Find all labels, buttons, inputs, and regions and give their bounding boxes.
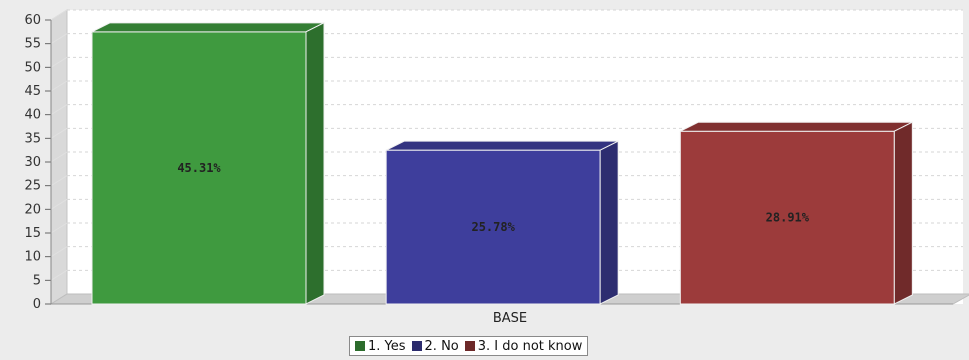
y-tick-label: 30 — [24, 155, 41, 170]
bar-3-front — [679, 130, 895, 305]
gridline-diag — [50, 269, 68, 281]
y-tick-label: 40 — [24, 108, 41, 123]
x-axis: BASE — [493, 311, 527, 326]
gridline-diag — [50, 104, 68, 116]
y-tick-label: 20 — [24, 202, 41, 217]
bar-1-front — [91, 31, 307, 305]
legend-label: 1. Yes — [368, 338, 406, 354]
y-axis: 0 5 10 15 20 25 30 35 40 45 50 55 60 — [24, 13, 52, 312]
x-category-label: BASE — [493, 311, 527, 326]
legend-label: 3. I do not know — [477, 338, 583, 354]
gridline-diag — [50, 9, 68, 21]
gridline-diag — [50, 80, 68, 92]
data-labels: 45.31% 25.78% 28.91% — [177, 161, 809, 234]
bar-3-top — [680, 121, 913, 132]
y-tick-label: 50 — [24, 60, 41, 75]
y-tick-label: 15 — [24, 226, 41, 241]
y-tick-label: 25 — [24, 179, 41, 194]
bar-2-side — [599, 140, 619, 305]
bar-1-data-label: 45.31% — [177, 161, 221, 175]
y-tick-label: 0 — [33, 297, 41, 312]
gridline-diag — [50, 56, 68, 68]
legend-swatch — [411, 341, 422, 351]
y-tick-label: 60 — [24, 13, 41, 28]
gridline-diag — [50, 175, 68, 187]
bar-1-side — [305, 22, 325, 305]
bar-2-top — [385, 140, 619, 151]
y-tick-label: 10 — [24, 250, 41, 265]
legend-swatch — [355, 341, 365, 351]
gridline-diag — [50, 151, 68, 163]
legend-item-2: 2. No — [411, 338, 459, 354]
gridline-diag — [50, 222, 68, 234]
bar-2-data-label: 25.78% — [471, 220, 515, 234]
gridline-diag — [50, 246, 68, 258]
legend-item-3: 3. I do not know — [464, 338, 583, 354]
legend: 1. Yes 2. No 3. I do not know — [349, 336, 589, 356]
legend-item-1: 1. Yes — [355, 339, 406, 354]
bars — [91, 22, 913, 305]
bar-1-top — [91, 22, 325, 33]
y-tick-label: 35 — [24, 131, 41, 146]
y-tick-label: 45 — [24, 84, 41, 99]
bar-2-front — [385, 149, 601, 305]
gridline-diag — [50, 33, 68, 45]
bar-3-data-label: 28.91% — [766, 211, 810, 225]
bar-3-side — [893, 121, 913, 305]
y-tick-label: 5 — [33, 273, 41, 288]
gridline-diag — [50, 198, 68, 210]
legend-label: 2. No — [424, 338, 459, 354]
y-tick-label: 55 — [24, 37, 41, 52]
gridline-diag — [50, 127, 68, 139]
legend-swatch — [464, 341, 475, 351]
